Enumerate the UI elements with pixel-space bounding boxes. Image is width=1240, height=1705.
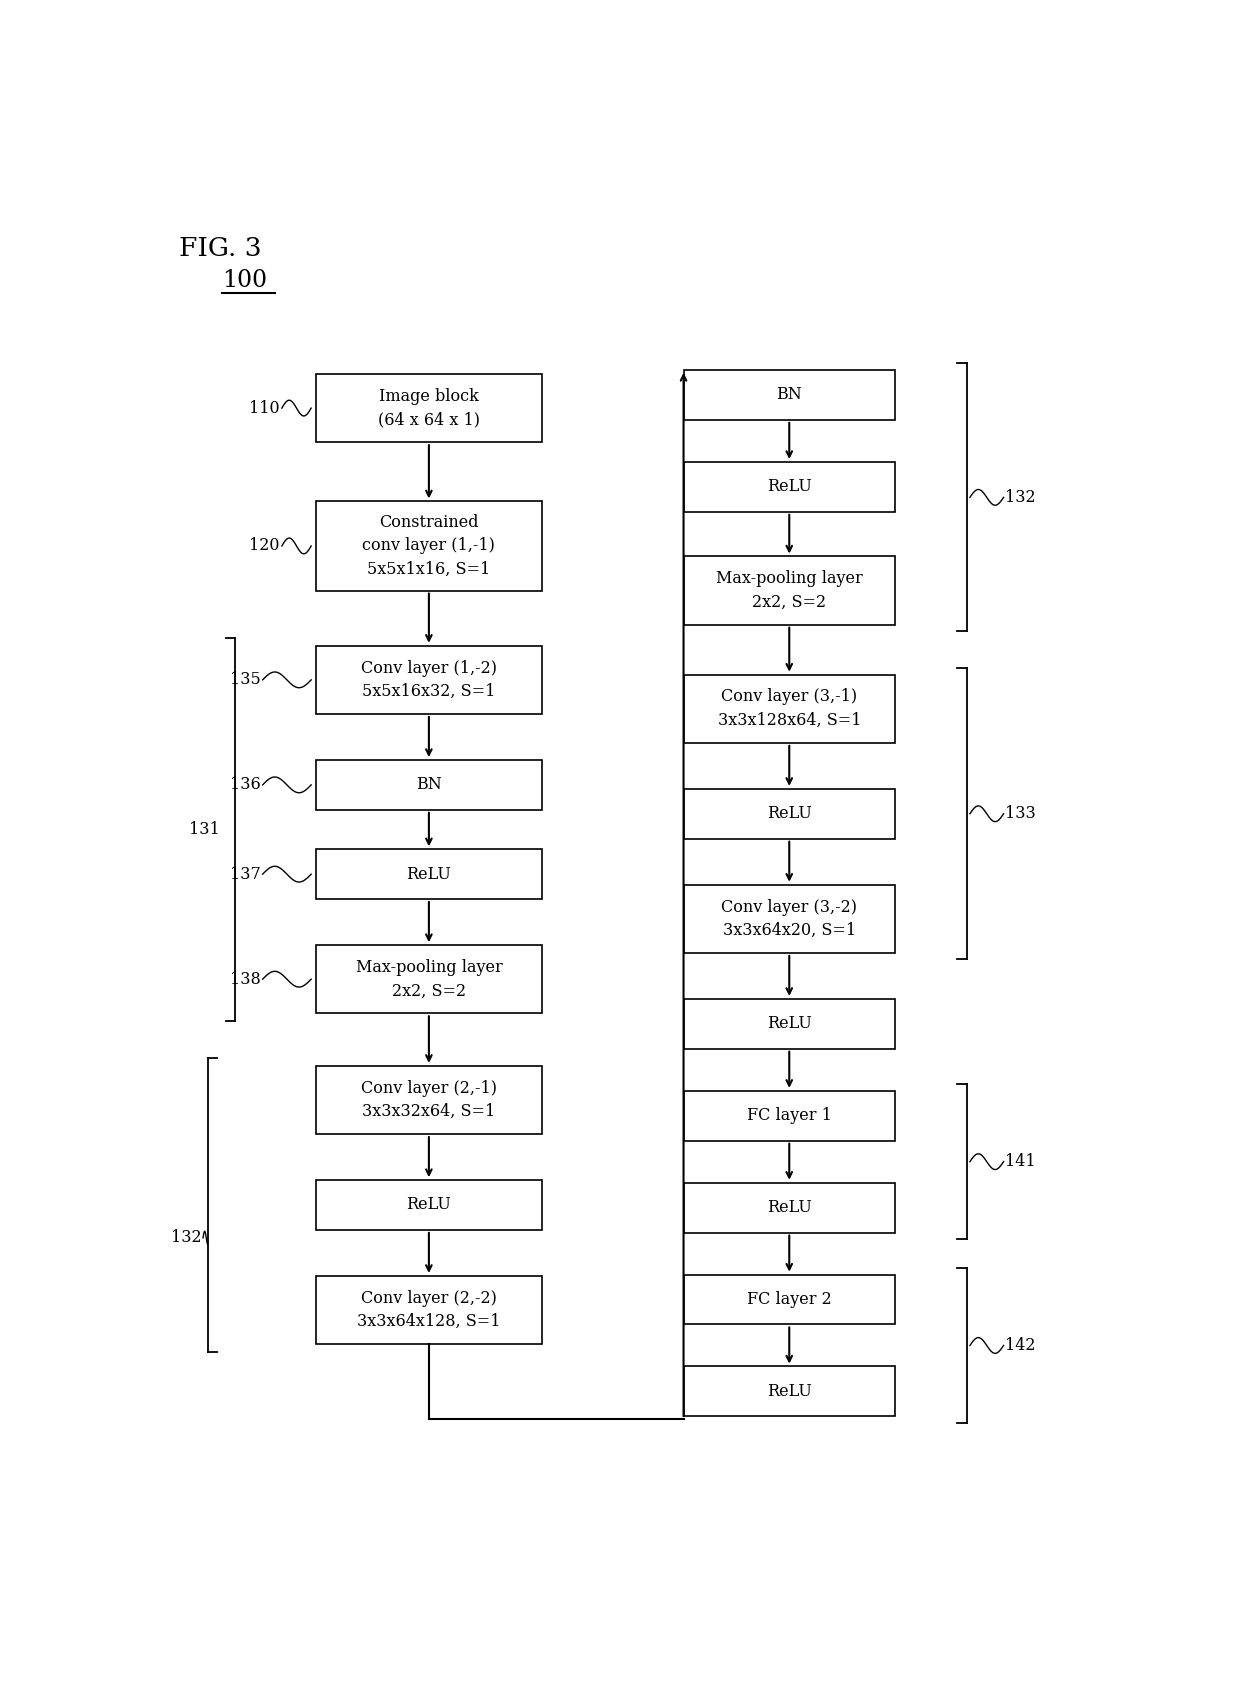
Text: ReLU: ReLU — [766, 1014, 812, 1032]
FancyBboxPatch shape — [316, 849, 542, 899]
Text: ReLU: ReLU — [766, 1383, 812, 1400]
Text: Max-pooling layer
2x2, S=2: Max-pooling layer 2x2, S=2 — [356, 958, 502, 999]
FancyBboxPatch shape — [683, 1275, 895, 1325]
FancyBboxPatch shape — [683, 1091, 895, 1141]
Text: ReLU: ReLU — [407, 1197, 451, 1214]
FancyBboxPatch shape — [316, 646, 542, 714]
Text: 135: 135 — [229, 672, 260, 689]
Text: Constrained
conv layer (1,-1)
5x5x1x16, S=1: Constrained conv layer (1,-1) 5x5x1x16, … — [362, 513, 495, 578]
FancyBboxPatch shape — [316, 501, 542, 590]
Text: 138: 138 — [229, 970, 260, 987]
FancyBboxPatch shape — [683, 885, 895, 953]
FancyBboxPatch shape — [316, 1180, 542, 1229]
FancyBboxPatch shape — [683, 462, 895, 511]
Text: Max-pooling layer
2x2, S=2: Max-pooling layer 2x2, S=2 — [715, 571, 863, 610]
Text: Conv layer (3,-2)
3x3x64x20, S=1: Conv layer (3,-2) 3x3x64x20, S=1 — [722, 899, 857, 939]
Text: 131: 131 — [188, 822, 219, 839]
FancyBboxPatch shape — [683, 789, 895, 839]
FancyBboxPatch shape — [683, 1183, 895, 1233]
Text: BN: BN — [776, 387, 802, 404]
Text: 100: 100 — [222, 269, 268, 292]
Text: Conv layer (2,-1)
3x3x32x64, S=1: Conv layer (2,-1) 3x3x32x64, S=1 — [361, 1079, 497, 1120]
Text: Conv layer (2,-2)
3x3x64x128, S=1: Conv layer (2,-2) 3x3x64x128, S=1 — [357, 1289, 501, 1330]
FancyBboxPatch shape — [683, 1366, 895, 1417]
Text: 136: 136 — [229, 776, 260, 793]
Text: 137: 137 — [229, 866, 260, 883]
FancyBboxPatch shape — [316, 760, 542, 810]
Text: ReLU: ReLU — [766, 805, 812, 822]
Text: BN: BN — [415, 776, 441, 793]
Text: ReLU: ReLU — [766, 1199, 812, 1216]
Text: 120: 120 — [249, 537, 280, 554]
Text: ReLU: ReLU — [407, 866, 451, 883]
Text: 132: 132 — [171, 1229, 201, 1246]
Text: FC layer 1: FC layer 1 — [746, 1107, 832, 1124]
FancyBboxPatch shape — [683, 370, 895, 419]
Text: 133: 133 — [1006, 805, 1037, 822]
Text: Conv layer (1,-2)
5x5x16x32, S=1: Conv layer (1,-2) 5x5x16x32, S=1 — [361, 660, 497, 701]
Text: 141: 141 — [1006, 1153, 1037, 1170]
FancyBboxPatch shape — [316, 945, 542, 1013]
Text: FIG. 3: FIG. 3 — [179, 235, 262, 261]
FancyBboxPatch shape — [683, 999, 895, 1049]
FancyBboxPatch shape — [683, 675, 895, 743]
Text: ReLU: ReLU — [766, 479, 812, 496]
Text: Image block
(64 x 64 x 1): Image block (64 x 64 x 1) — [378, 387, 480, 428]
Text: 132: 132 — [1006, 489, 1037, 506]
FancyBboxPatch shape — [316, 373, 542, 442]
Text: FC layer 2: FC layer 2 — [746, 1291, 832, 1308]
FancyBboxPatch shape — [316, 1275, 542, 1344]
FancyBboxPatch shape — [683, 556, 895, 624]
Text: Conv layer (3,-1)
3x3x128x64, S=1: Conv layer (3,-1) 3x3x128x64, S=1 — [718, 689, 861, 730]
Text: 110: 110 — [249, 399, 280, 416]
Text: 142: 142 — [1006, 1337, 1035, 1354]
FancyBboxPatch shape — [316, 1066, 542, 1134]
